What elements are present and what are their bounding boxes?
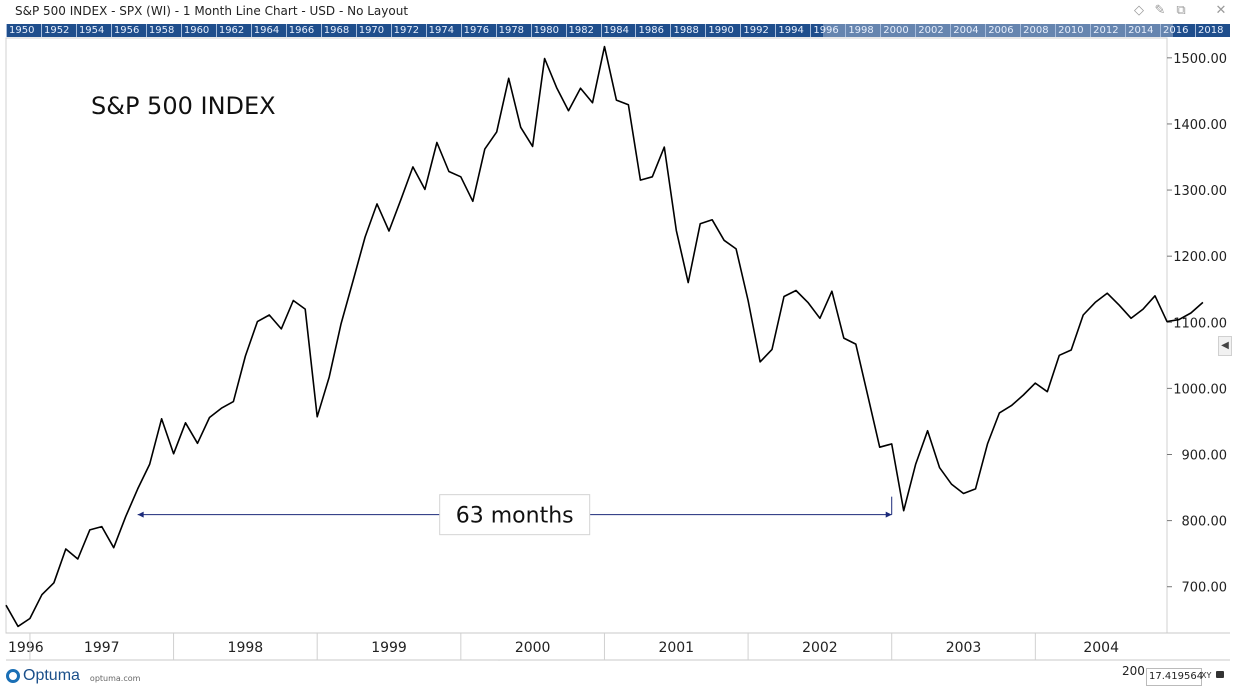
overview-year-label[interactable]: 1984: [600, 24, 636, 37]
overview-year-label[interactable]: 2004: [950, 24, 985, 37]
xy-mode-label[interactable]: XY: [1201, 671, 1212, 680]
overview-year-label[interactable]: 2002: [915, 24, 950, 37]
overview-year-label[interactable]: 1980: [530, 24, 566, 37]
window-titlebar: S&P 500 INDEX - SPX (WI) - 1 Month Line …: [0, 0, 1236, 22]
price-line: [5, 45, 1204, 628]
y-tick-label: 1200.00: [1173, 250, 1227, 265]
overview-year-label[interactable]: 1990: [705, 24, 740, 37]
x-tick-label: 1999: [371, 640, 407, 656]
overview-year-bar[interactable]: 1950 1952 1954 1956 1958 1960 1962 1964 1966 1968…: [6, 24, 1230, 37]
optuma-logo-icon: [6, 669, 20, 683]
overview-year-label[interactable]: 1974: [425, 24, 461, 37]
x-tick-label: 2002: [802, 640, 838, 656]
overview-year-label[interactable]: 2014: [1125, 24, 1160, 37]
annotation-arrowhead-left: [137, 511, 144, 518]
overview-year-label[interactable]: 1976: [460, 24, 496, 37]
overview-selection-window[interactable]: [823, 24, 1173, 37]
footer-bar: [6, 661, 1230, 689]
overview-year-label[interactable]: 1970: [355, 24, 391, 37]
logo-wordmark: Optuma: [23, 667, 80, 684]
plot-area: [5, 37, 1168, 634]
restore-icon[interactable]: ⧉: [1176, 3, 1186, 18]
x-axis: 1996 1997 1998 1999 2000 2001 2002 2003 2004: [6, 632, 1230, 689]
close-icon[interactable]: ✕: [1215, 3, 1227, 18]
overview-year-label[interactable]: 1952: [40, 24, 76, 37]
y-tick-label: 1400.00: [1173, 118, 1227, 133]
y-tick-label: 1300.00: [1173, 184, 1227, 199]
overview-year-label[interactable]: 1988: [670, 24, 705, 37]
y-tick-label: 700.00: [1182, 581, 1228, 596]
x-tick-label: 1997: [84, 640, 120, 656]
value-readout: 17.419564: [1146, 668, 1203, 686]
x-tick-label: 2003: [946, 640, 982, 656]
x-tick-label: 1998: [228, 640, 264, 656]
logo-url: optuma.com: [89, 673, 141, 683]
x-tick-label: 2001: [658, 640, 694, 656]
overview-year-label[interactable]: 2006: [985, 24, 1020, 37]
y-tick-label: 1500.00: [1173, 52, 1227, 67]
overview-year-label[interactable]: 1956: [110, 24, 146, 37]
series-layer: [5, 45, 1204, 628]
annotation-label-box: [439, 494, 591, 536]
panel-collapse-arrow-icon[interactable]: ◀: [1218, 336, 1232, 356]
overview-year-label[interactable]: 2010: [1055, 24, 1090, 37]
overview-year-label[interactable]: 2000: [880, 24, 915, 37]
optuma-logo: Optuma optuma.com: [6, 665, 140, 687]
y-tick-label: 900.00: [1182, 449, 1228, 464]
y-tick-label: 1000.00: [1173, 382, 1227, 397]
footer-date-label: 200: [1122, 664, 1145, 678]
annotation-label: 63 months: [456, 504, 574, 529]
overview-year-label[interactable]: 1960: [180, 24, 216, 37]
overview-year-label[interactable]: 2008: [1020, 24, 1055, 37]
overview-year-label[interactable]: 1968: [320, 24, 356, 37]
overview-year-label[interactable]: 1950: [6, 24, 41, 37]
window-title: S&P 500 INDEX - SPX (WI) - 1 Month Line …: [15, 4, 409, 18]
overview-year-label[interactable]: 1986: [635, 24, 670, 37]
overview-year-label[interactable]: 2012: [1090, 24, 1125, 37]
y-tick-label: 800.00: [1182, 515, 1228, 530]
duration-annotation: 63 months: [137, 494, 893, 536]
overview-year-label[interactable]: 1994: [775, 24, 810, 37]
overview-year-label[interactable]: 1996: [810, 24, 845, 37]
overview-year-label[interactable]: 1966: [285, 24, 321, 37]
overview-year-label[interactable]: 1982: [565, 24, 601, 37]
overview-year-label[interactable]: 1978: [495, 24, 531, 37]
x-tick-label: 2004: [1083, 640, 1119, 656]
y-tick-label: 1100.00: [1173, 316, 1227, 331]
diamond-icon[interactable]: ◇: [1134, 3, 1144, 18]
overview-year-label[interactable]: 1964: [250, 24, 286, 37]
overview-year-label[interactable]: 2018: [1195, 24, 1230, 37]
overview-year-label[interactable]: 1992: [740, 24, 775, 37]
x-tick-label: 2000: [515, 640, 551, 656]
annotation-arrowhead-right: [885, 511, 892, 518]
overview-year-label[interactable]: 1972: [390, 24, 426, 37]
y-axis: 700.00 800.00 900.00 1000.00 1100.00 1200.00 1…: [1167, 52, 1227, 596]
overview-year-label[interactable]: 1998: [845, 24, 880, 37]
overview-year-label[interactable]: 1962: [215, 24, 251, 37]
lock-icon[interactable]: [1216, 671, 1224, 678]
pin-icon[interactable]: ✎: [1154, 3, 1166, 18]
overview-year-label[interactable]: 1954: [75, 24, 111, 37]
overview-year-label[interactable]: 1958: [145, 24, 181, 37]
x-tick-label: 1996: [8, 640, 44, 656]
overview-year-label[interactable]: 2016: [1160, 24, 1195, 37]
chart-title: S&P 500 INDEX: [91, 92, 276, 120]
